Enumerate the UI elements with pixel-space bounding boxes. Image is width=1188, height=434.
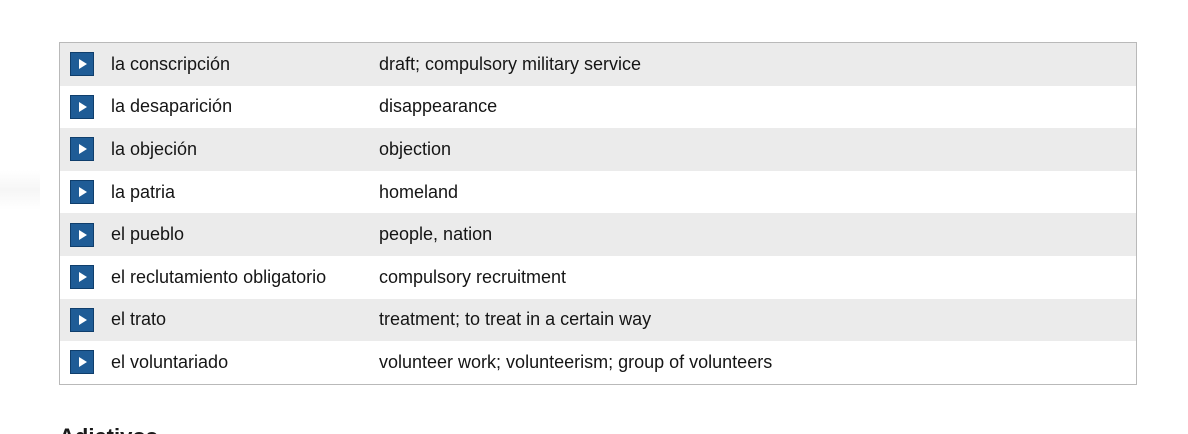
vocabulary-term: la patria <box>111 182 379 203</box>
vocabulary-definition: volunteer work; volunteerism; group of v… <box>379 352 772 373</box>
vocabulary-row: la conscripción draft; compulsory milita… <box>60 43 1136 86</box>
vocabulary-definition: objection <box>379 139 451 160</box>
vocabulary-row: el voluntariado volunteer work; voluntee… <box>60 341 1136 384</box>
vocabulary-row: el reclutamiento obligatorio compulsory … <box>60 256 1136 299</box>
play-icon <box>76 186 88 198</box>
play-icon <box>76 356 88 368</box>
play-icon <box>76 58 88 70</box>
play-icon <box>76 229 88 241</box>
vocabulary-definition: compulsory recruitment <box>379 267 566 288</box>
vocabulary-term: el pueblo <box>111 224 379 245</box>
play-icon <box>76 314 88 326</box>
vocabulary-term: la desaparición <box>111 96 379 117</box>
vocabulary-row: el pueblo people, nation <box>60 213 1136 256</box>
section-heading: Adjetivos <box>59 424 158 434</box>
vocabulary-row: la patria homeland <box>60 171 1136 214</box>
vocabulary-row: la desaparición disappearance <box>60 86 1136 129</box>
left-edge-shadow <box>0 170 40 210</box>
play-audio-button[interactable] <box>70 180 94 204</box>
vocabulary-row: la objeción objection <box>60 128 1136 171</box>
play-audio-button[interactable] <box>70 137 94 161</box>
vocabulary-term: la conscripción <box>111 54 379 75</box>
play-audio-button[interactable] <box>70 95 94 119</box>
vocabulary-definition: homeland <box>379 182 458 203</box>
play-icon <box>76 271 88 283</box>
vocabulary-term: el trato <box>111 309 379 330</box>
play-audio-button[interactable] <box>70 265 94 289</box>
vocabulary-term: la objeción <box>111 139 379 160</box>
play-icon <box>76 101 88 113</box>
play-audio-button[interactable] <box>70 223 94 247</box>
vocabulary-definition: treatment; to treat in a certain way <box>379 309 651 330</box>
vocabulary-term: el reclutamiento obligatorio <box>111 267 379 288</box>
play-audio-button[interactable] <box>70 52 94 76</box>
vocabulary-row: el trato treatment; to treat in a certai… <box>60 299 1136 342</box>
vocabulary-definition: people, nation <box>379 224 492 245</box>
vocabulary-definition: draft; compulsory military service <box>379 54 641 75</box>
vocabulary-definition: disappearance <box>379 96 497 117</box>
play-audio-button[interactable] <box>70 308 94 332</box>
vocabulary-term: el voluntariado <box>111 352 379 373</box>
play-icon <box>76 143 88 155</box>
vocabulary-table: la conscripción draft; compulsory milita… <box>59 42 1137 385</box>
play-audio-button[interactable] <box>70 350 94 374</box>
